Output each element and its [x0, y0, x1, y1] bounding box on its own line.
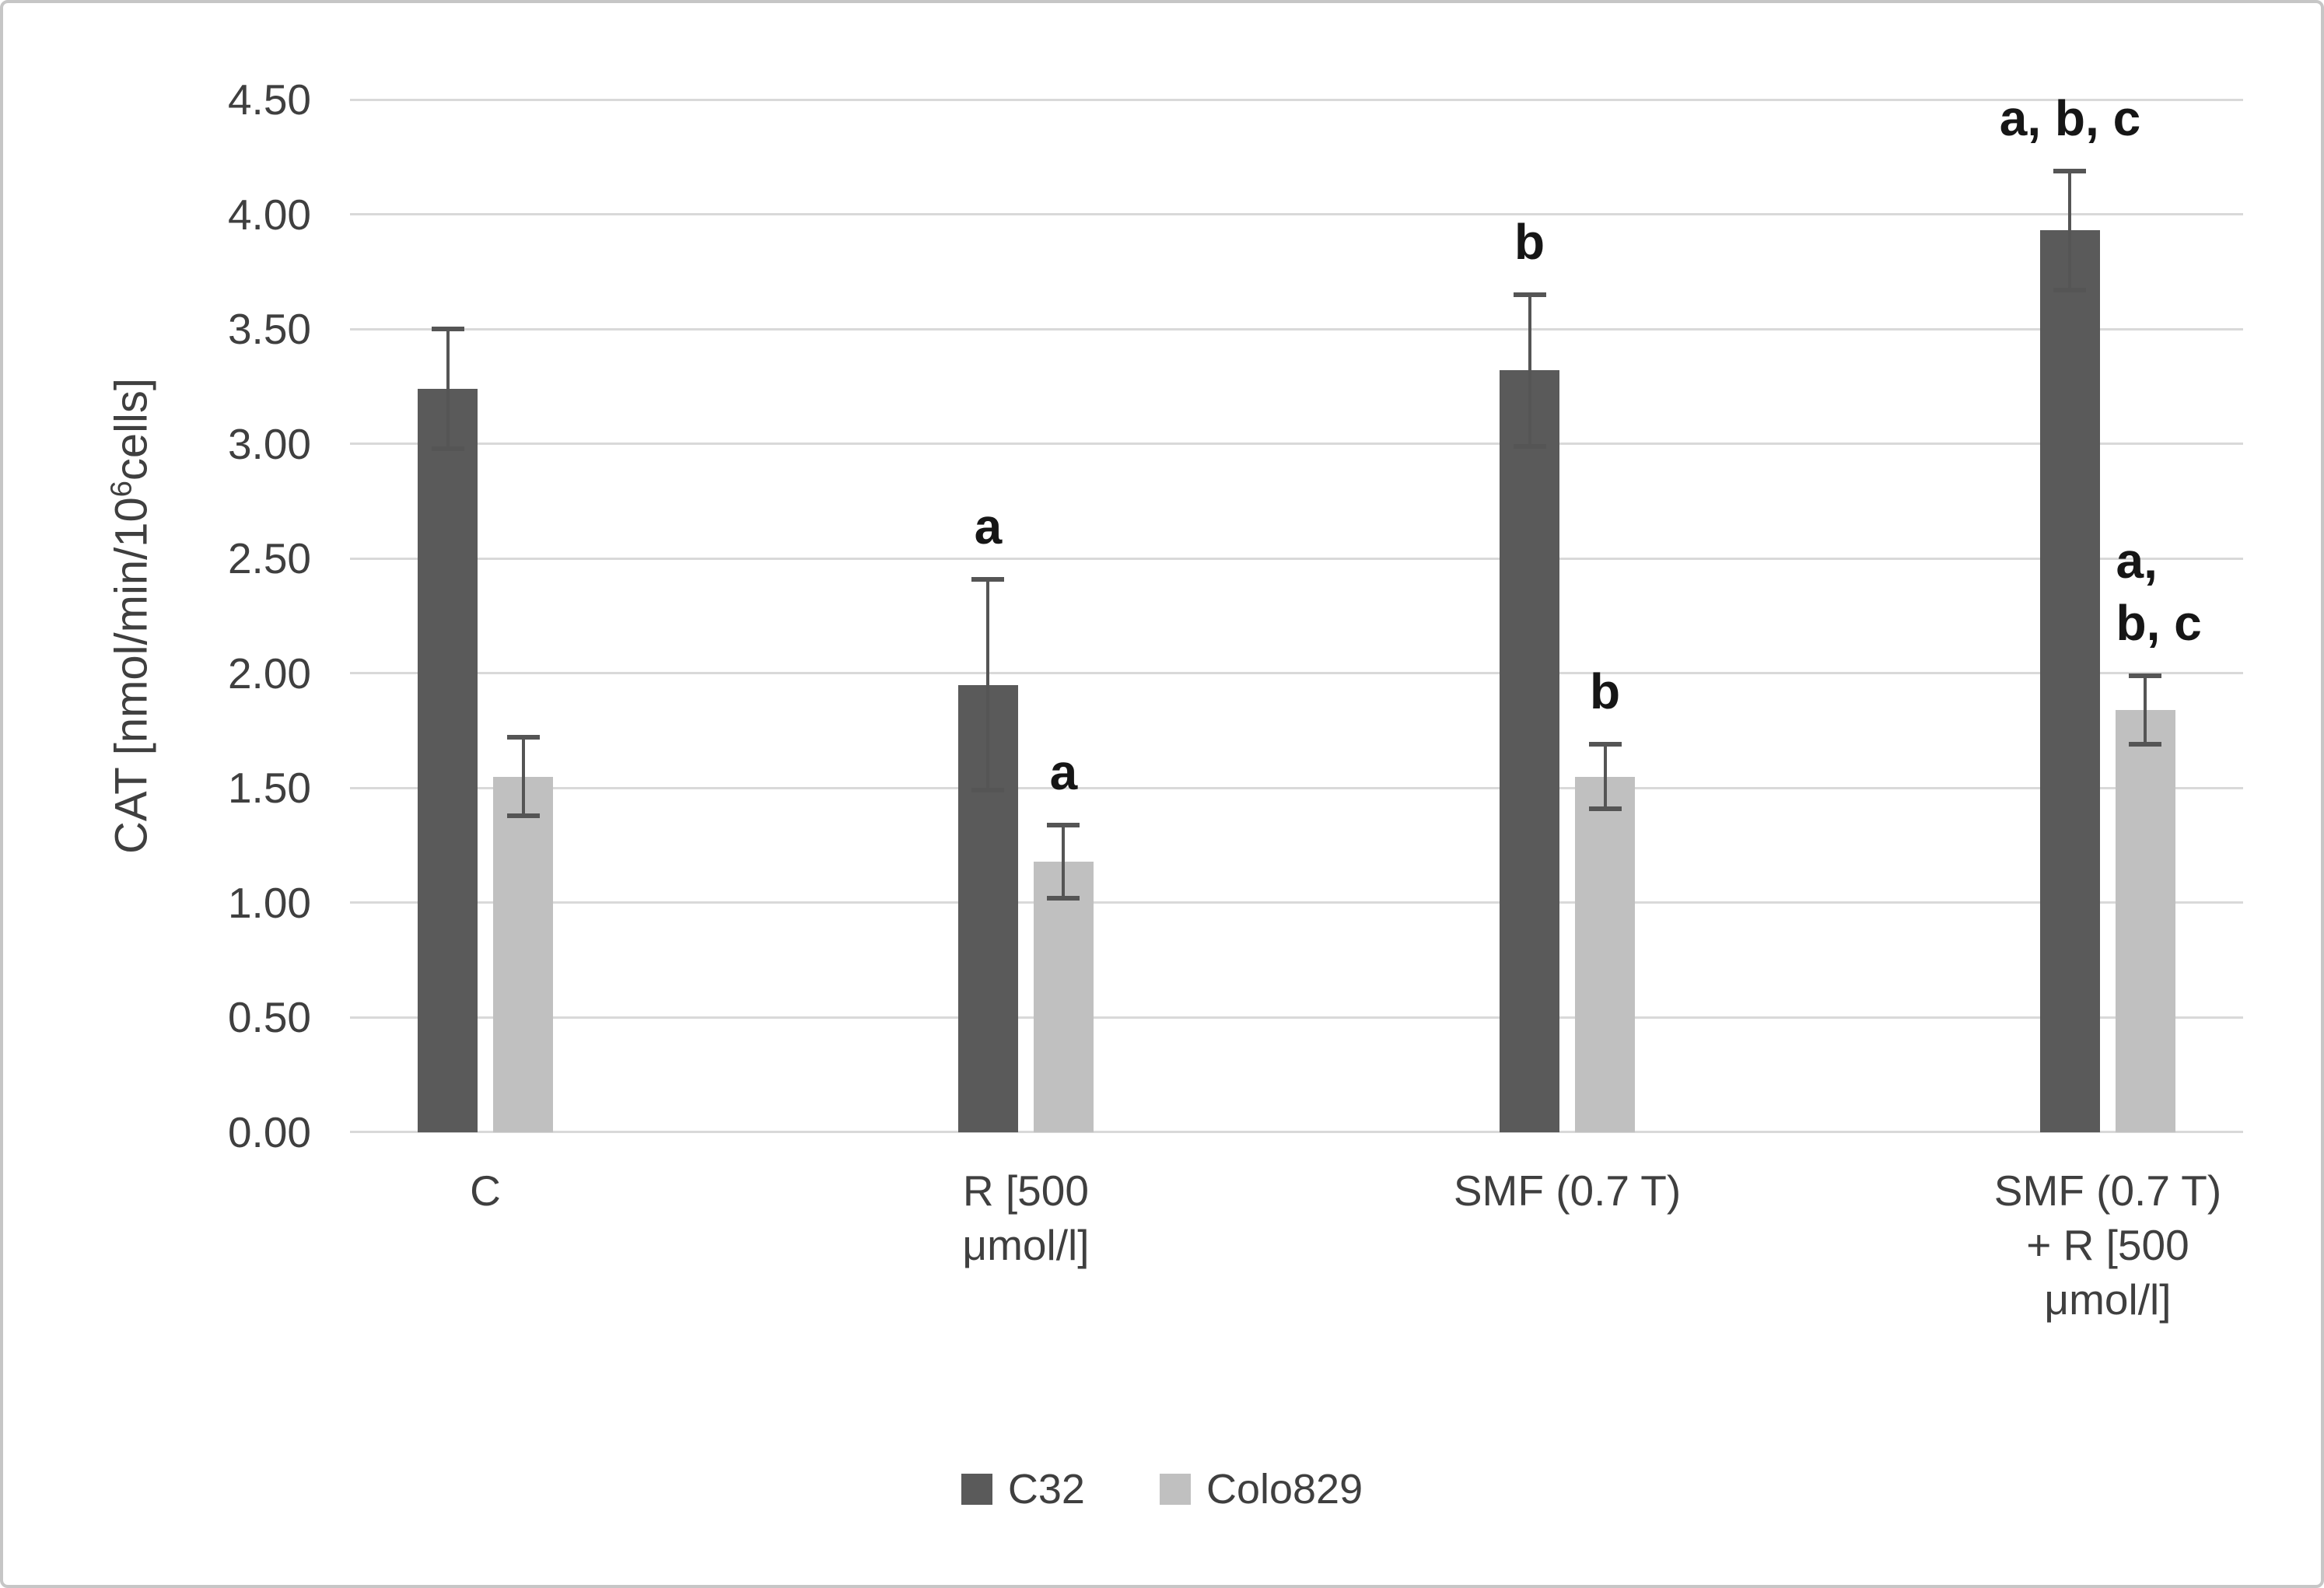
- x-axis-label-group-3: SMF (0.7 T): [1453, 1167, 1682, 1215]
- significance-label-colo829-group-4: a, b, c: [2116, 532, 2202, 651]
- error-cap-bottom-colo829-group-1: [506, 813, 540, 818]
- error-cap-top-colo829-group-4: [2129, 673, 2162, 678]
- significance-label-c32-group-4: a, b, c: [1999, 89, 2141, 146]
- error-bar-colo829-group-1: [521, 737, 525, 816]
- bar-c32-group-3: [1500, 370, 1560, 1132]
- gridline-y-2.00: [350, 672, 2243, 675]
- bar-colo829-group-1: [493, 776, 554, 1132]
- error-cap-top-c32-group-1: [431, 327, 464, 332]
- error-bar-colo829-group-2: [1062, 824, 1066, 898]
- error-bar-c32-group-1: [446, 329, 450, 449]
- error-cap-bottom-c32-group-4: [2053, 287, 2087, 292]
- gridline-y-2.50: [350, 557, 2243, 560]
- error-bar-c32-group-3: [1528, 294, 1531, 446]
- legend-item-c32: C32: [961, 1465, 1085, 1513]
- error-bar-colo829-group-3: [1603, 744, 1607, 809]
- significance-label-colo829-group-3: b: [1590, 663, 1621, 720]
- y-tick-label-2.00: 2.00: [227, 649, 311, 698]
- y-tick-label-3.50: 3.50: [227, 305, 311, 354]
- error-cap-top-colo829-group-3: [1588, 742, 1622, 747]
- bar-colo829-group-2: [1033, 861, 1094, 1132]
- legend-swatch-colo829: [1159, 1474, 1191, 1505]
- error-cap-bottom-c32-group-1: [431, 446, 464, 451]
- error-cap-bottom-c32-group-3: [1513, 443, 1546, 449]
- gridline-y-1.00: [350, 901, 2243, 904]
- y-tick-label-1.00: 1.00: [227, 878, 311, 927]
- gridline-y-0.50: [350, 1016, 2243, 1019]
- y-tick-label-0.00: 0.00: [227, 1108, 311, 1156]
- error-cap-top-c32-group-3: [1513, 292, 1546, 297]
- error-cap-top-c32-group-4: [2053, 168, 2087, 173]
- error-cap-bottom-colo829-group-2: [1047, 896, 1080, 901]
- significance-label-c32-group-3: b: [1514, 213, 1545, 270]
- y-axis-title-superscript: 6: [105, 481, 138, 498]
- legend-swatch-c32: [961, 1474, 992, 1505]
- y-tick-label-4.00: 4.00: [227, 190, 311, 239]
- gridline-y-3.00: [350, 442, 2243, 446]
- bar-c32-group-1: [418, 388, 478, 1132]
- error-cap-bottom-colo829-group-4: [2129, 742, 2162, 747]
- error-cap-top-colo829-group-1: [506, 735, 540, 740]
- gridline-y-4.00: [350, 213, 2243, 216]
- gridline-y-4.50: [350, 98, 2243, 101]
- x-axis-label-group-2: R [500 μmol/l]: [962, 1167, 1090, 1269]
- error-bar-colo829-group-4: [2144, 675, 2147, 745]
- y-tick-label-4.50: 4.50: [227, 75, 311, 124]
- error-cap-bottom-c32-group-2: [971, 788, 1005, 793]
- legend-label-colo829: Colo829: [1206, 1466, 1363, 1513]
- bar-colo829-group-4: [2115, 710, 2175, 1132]
- error-cap-bottom-colo829-group-3: [1588, 806, 1622, 811]
- legend-label-c32: C32: [1007, 1466, 1085, 1513]
- legend: C32 Colo829: [3, 1465, 2321, 1513]
- plot-area: a b a, b, c a b a, b, c: [350, 90, 2243, 1133]
- error-cap-top-c32-group-2: [971, 576, 1005, 582]
- x-axis-label-group-4: SMF (0.7 T) + R [500 μmol/l]: [1993, 1167, 2222, 1324]
- bar-colo829-group-3: [1575, 776, 1636, 1132]
- error-bar-c32-group-4: [2068, 170, 2072, 290]
- y-tick-label-2.50: 2.50: [227, 534, 311, 583]
- bar-c32-group-4: [2039, 230, 2100, 1132]
- error-bar-c32-group-2: [986, 579, 990, 791]
- x-axis-line: [350, 1131, 2243, 1133]
- significance-label-colo829-group-2: a: [1049, 743, 1078, 800]
- gridline-y-1.50: [350, 786, 2243, 789]
- error-cap-top-colo829-group-2: [1047, 822, 1080, 827]
- legend-item-colo829: Colo829: [1159, 1465, 1363, 1513]
- gridline-y-3.50: [350, 327, 2243, 331]
- y-tick-label-1.50: 1.50: [227, 764, 311, 813]
- x-axis-label-group-1: C: [470, 1167, 501, 1215]
- significance-label-c32-group-2: a: [974, 498, 1003, 554]
- y-tick-label-0.50: 0.50: [227, 993, 311, 1042]
- y-tick-label-3.00: 3.00: [227, 419, 311, 468]
